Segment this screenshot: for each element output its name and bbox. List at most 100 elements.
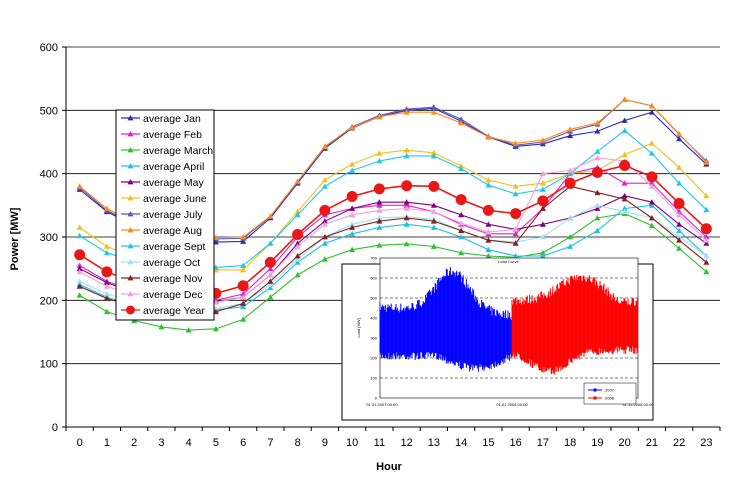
legend-label: average Jan bbox=[143, 113, 201, 125]
x-tick-label: 3 bbox=[158, 437, 164, 449]
data-point bbox=[237, 280, 249, 292]
inset-y-tick-label: 500 bbox=[370, 296, 377, 301]
data-point bbox=[76, 262, 83, 268]
data-point bbox=[648, 102, 655, 109]
x-tick-label: 2 bbox=[131, 437, 137, 449]
data-point bbox=[349, 246, 356, 253]
data-point bbox=[512, 230, 519, 237]
data-point bbox=[376, 224, 383, 230]
data-point bbox=[240, 303, 247, 310]
data-point bbox=[594, 189, 601, 196]
data-point bbox=[703, 259, 710, 265]
data-point bbox=[76, 283, 83, 289]
data-point bbox=[76, 268, 83, 275]
data-point bbox=[700, 223, 712, 235]
data-point bbox=[648, 150, 655, 156]
data-point bbox=[703, 240, 710, 246]
data-point bbox=[485, 253, 492, 259]
y-tick-label: 100 bbox=[40, 359, 58, 371]
x-tick-label: 0 bbox=[77, 437, 83, 449]
data-point bbox=[676, 135, 683, 142]
data-point bbox=[539, 205, 546, 211]
y-tick-label: 200 bbox=[40, 295, 58, 307]
data-point bbox=[512, 253, 519, 259]
x-tick-label: 9 bbox=[322, 437, 328, 449]
data-point bbox=[349, 161, 356, 167]
data-point bbox=[539, 137, 546, 143]
data-point bbox=[76, 232, 83, 239]
legend-swatch-marker bbox=[127, 179, 134, 185]
data-point bbox=[621, 127, 628, 133]
legend-item: average Sept bbox=[121, 241, 206, 253]
data-point bbox=[621, 192, 628, 199]
data-point bbox=[621, 96, 628, 102]
inset-legend-label: 2008 bbox=[605, 396, 615, 401]
data-point bbox=[185, 327, 192, 333]
data-point bbox=[539, 180, 546, 186]
data-point bbox=[321, 143, 328, 149]
data-point bbox=[621, 180, 628, 186]
inset-axes: 0 100 200 300 400 500 600 700 01.01.2007 00:00 01… bbox=[366, 256, 654, 408]
x-tick-label: 7 bbox=[267, 437, 273, 449]
inset-y-tick-label: 100 bbox=[370, 376, 377, 381]
data-point bbox=[267, 284, 274, 291]
data-point bbox=[373, 183, 385, 195]
data-point bbox=[512, 226, 519, 232]
data-point bbox=[321, 221, 328, 227]
x-tick-label: 19 bbox=[591, 437, 603, 449]
data-point bbox=[430, 218, 437, 224]
inset-chart: 0 100 200 300 400 500 600 700 01.01.2007 00:00 01… bbox=[341, 256, 654, 421]
data-point bbox=[594, 202, 601, 208]
legend-item: average May bbox=[121, 177, 204, 189]
data-point bbox=[676, 221, 683, 227]
x-tick-label: 20 bbox=[619, 437, 631, 449]
data-point bbox=[292, 228, 304, 240]
inset-x-tick-label: 31.12.2008 00:00 bbox=[622, 402, 654, 407]
legend-swatch-marker bbox=[127, 275, 134, 281]
data-point bbox=[621, 196, 628, 202]
data-point bbox=[703, 253, 710, 259]
inset-y-tick-label: 0 bbox=[375, 396, 378, 401]
legend-item: average Jan bbox=[121, 113, 201, 125]
data-point bbox=[376, 199, 383, 205]
legend-swatch-marker bbox=[127, 291, 134, 297]
y-tick-label: 300 bbox=[40, 232, 58, 244]
data-point bbox=[403, 109, 410, 115]
data-point bbox=[349, 230, 356, 237]
data-point bbox=[403, 199, 410, 205]
inset-legend-frame bbox=[583, 382, 637, 405]
data-point bbox=[648, 109, 655, 115]
data-point bbox=[676, 237, 683, 243]
data-point bbox=[485, 237, 492, 243]
data-point bbox=[539, 221, 546, 227]
legend-label: average Sept bbox=[143, 241, 206, 253]
data-point bbox=[294, 256, 301, 262]
data-point bbox=[376, 207, 383, 213]
data-point bbox=[539, 234, 546, 240]
inset-legend-marker bbox=[593, 396, 597, 400]
data-point bbox=[321, 256, 328, 262]
legend-label: average July bbox=[143, 209, 203, 221]
data-point bbox=[567, 167, 574, 173]
legend-swatch-marker bbox=[127, 195, 134, 201]
data-point bbox=[567, 170, 574, 177]
data-point bbox=[103, 295, 110, 301]
inset-legend-item: 2007 bbox=[588, 388, 615, 393]
data-point bbox=[403, 240, 410, 247]
data-point bbox=[594, 227, 601, 234]
data-point bbox=[676, 130, 683, 137]
x-tick-label: 10 bbox=[346, 437, 358, 449]
legend-label: average Aug bbox=[143, 225, 202, 237]
data-point bbox=[403, 152, 410, 159]
y-tick-label: 600 bbox=[40, 42, 58, 54]
legend-label: average Oct bbox=[143, 257, 200, 269]
inset-y-tick-label: 400 bbox=[370, 316, 377, 321]
data-point bbox=[430, 224, 437, 230]
legend-label: average Year bbox=[143, 305, 205, 317]
x-tick-label: 21 bbox=[646, 437, 658, 449]
data-point bbox=[673, 197, 685, 209]
data-point bbox=[676, 227, 683, 234]
legend-item: average June bbox=[121, 193, 207, 205]
data-point bbox=[349, 221, 356, 227]
data-point bbox=[512, 183, 519, 189]
